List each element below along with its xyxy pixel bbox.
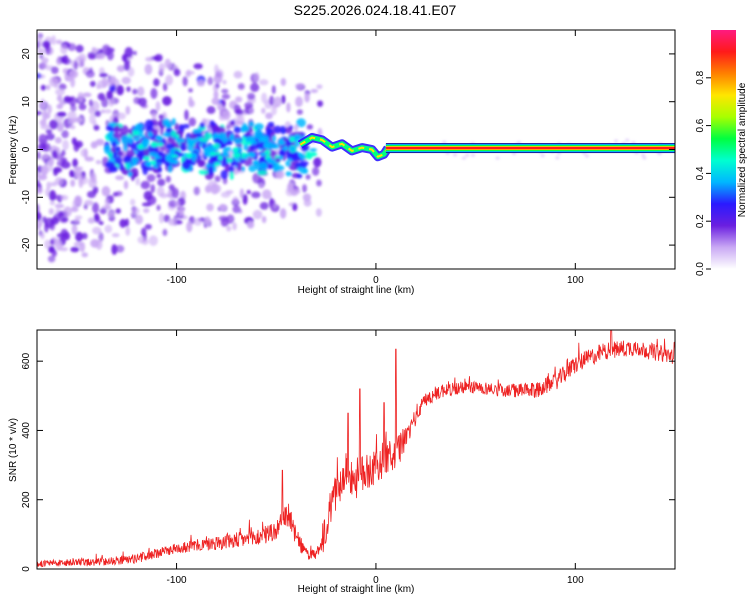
spectrogram-y-tick-label: -20 <box>21 237 32 252</box>
snr-series-line <box>37 330 675 568</box>
snr-panel: -100 0 100 0 200 400 600 Height of straight l… <box>8 329 676 595</box>
spectrogram-y-ticks: -20 -10 0 10 20 <box>21 48 675 252</box>
snr-y-tick-label: 600 <box>21 352 32 369</box>
spectrogram-y-tick-label: -10 <box>21 190 32 205</box>
snr-y-label: SNR (10 * v/v) <box>8 418 19 482</box>
colorbar-tick-label: 0.6 <box>695 118 706 132</box>
spectrogram-x-tick-label: 0 <box>373 275 379 286</box>
snr-x-tick-label: 0 <box>373 575 379 586</box>
spectrogram-x-label: Height of straight line (km) <box>298 285 415 296</box>
snr-x-label: Height of straight line (km) <box>298 584 415 595</box>
snr-y-tick-label: 400 <box>21 422 32 439</box>
colorbar: 0.0 0.2 0.4 0.6 0.8 Normalized spectral ampl… <box>695 30 748 276</box>
spectrogram-x-tick-label: -100 <box>167 275 187 286</box>
spectrogram-y-tick-label: 10 <box>21 96 32 108</box>
snr-frame <box>36 329 676 570</box>
snr-y-ticks: 0 200 400 600 <box>21 352 675 572</box>
snr-x-tick-label: 100 <box>567 575 584 586</box>
figure-title: S225.2026.024.18.41.E07 <box>293 2 457 18</box>
colorbar-tick-label: 0.8 <box>695 70 706 84</box>
spectrogram-y-label: Frequency (Hz) <box>8 116 19 185</box>
snr-x-ticks: -100 0 100 <box>167 330 584 586</box>
transition-trace-core <box>299 136 389 158</box>
spectrogram-y-tick-label: 0 <box>21 146 32 152</box>
snr-y-tick-label: 0 <box>21 566 32 572</box>
spectrogram-x-tick-label: 100 <box>567 275 584 286</box>
colorbar-gradient <box>711 30 736 269</box>
snr-y-tick-label: 200 <box>21 491 32 508</box>
spectrogram-y-tick-label: 20 <box>21 48 32 60</box>
snr-x-tick-label: -100 <box>167 575 187 586</box>
colorbar-tick-label: 0.2 <box>695 214 706 228</box>
spectrogram-image <box>37 33 675 263</box>
colorbar-tick-label: 0.0 <box>695 262 706 276</box>
colorbar-tick-label: 0.4 <box>695 166 706 180</box>
colorbar-label: Normalized spectral amplitude <box>737 82 748 217</box>
spectrogram-x-ticks: -100 0 100 <box>167 30 584 286</box>
colorbar-ticks: 0.0 0.2 0.4 0.6 0.8 <box>695 70 711 276</box>
carrier-line-band-4 <box>385 146 675 150</box>
snr-plot-area <box>37 330 675 569</box>
